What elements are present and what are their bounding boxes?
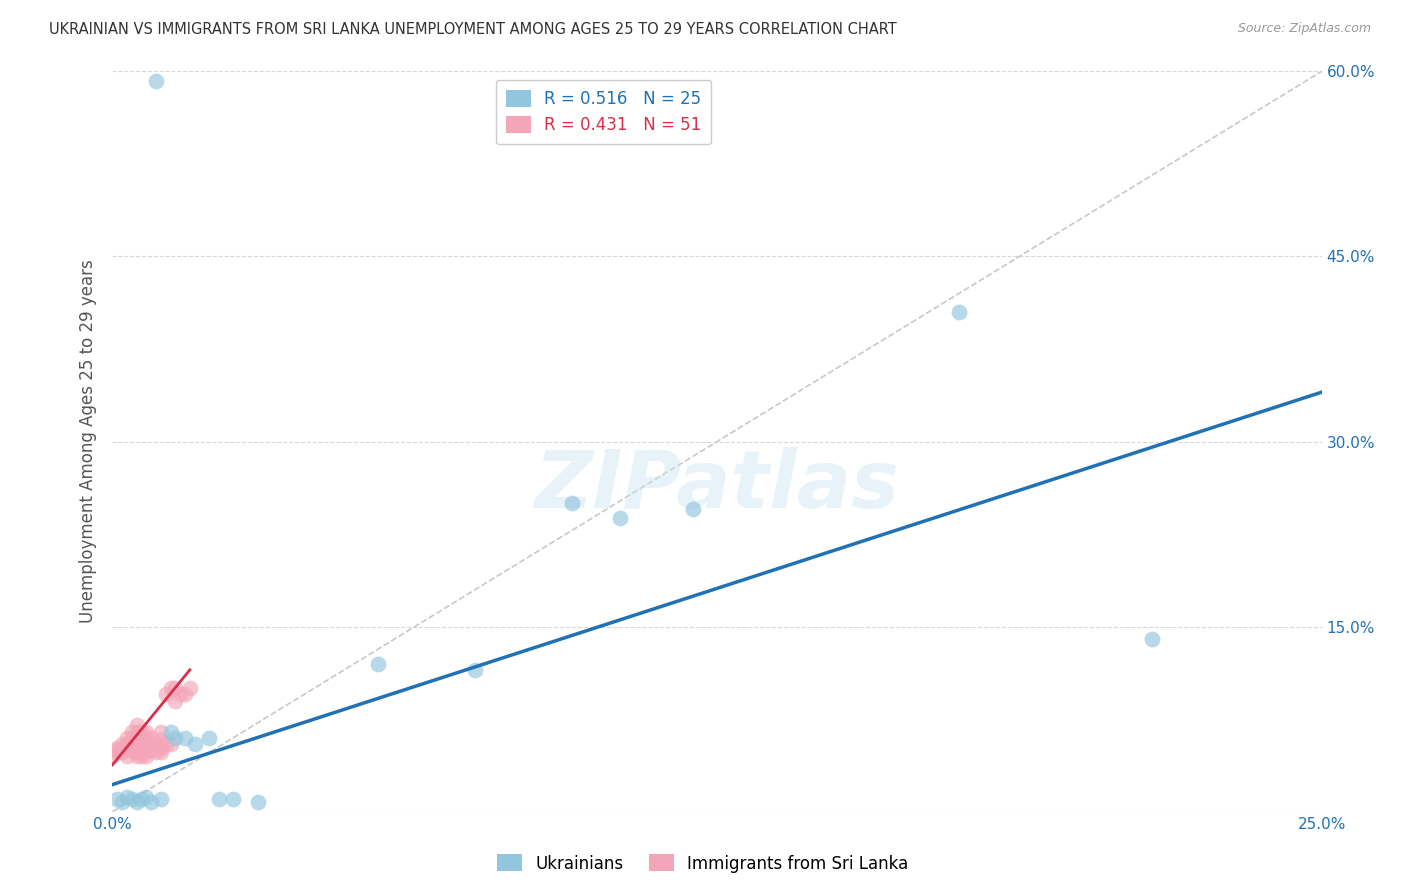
Point bbox=[464, 663, 486, 677]
Point bbox=[367, 657, 389, 671]
Point bbox=[149, 792, 172, 806]
Point bbox=[165, 731, 187, 745]
Point bbox=[149, 740, 172, 755]
Point bbox=[105, 792, 128, 806]
Point bbox=[155, 688, 177, 702]
Point bbox=[125, 731, 148, 745]
Point bbox=[131, 746, 153, 760]
Point bbox=[183, 737, 205, 751]
Y-axis label: Unemployment Among Ages 25 to 29 years: Unemployment Among Ages 25 to 29 years bbox=[79, 260, 97, 624]
Point bbox=[115, 743, 138, 757]
Point bbox=[115, 789, 138, 804]
Point bbox=[121, 792, 143, 806]
Point bbox=[174, 731, 197, 745]
Point bbox=[198, 731, 221, 745]
Point bbox=[155, 737, 177, 751]
Point bbox=[141, 737, 163, 751]
Point bbox=[948, 305, 970, 319]
Point bbox=[125, 749, 148, 764]
Point bbox=[208, 792, 231, 806]
Point bbox=[131, 731, 153, 745]
Point bbox=[561, 496, 583, 510]
Legend: R = 0.516   N = 25, R = 0.431   N = 51: R = 0.516 N = 25, R = 0.431 N = 51 bbox=[496, 79, 711, 145]
Point bbox=[111, 737, 134, 751]
Point bbox=[125, 746, 148, 760]
Point bbox=[121, 731, 143, 745]
Point bbox=[135, 746, 157, 760]
Point bbox=[169, 688, 191, 702]
Point bbox=[159, 724, 181, 739]
Point bbox=[149, 724, 172, 739]
Point bbox=[111, 743, 134, 757]
Point bbox=[101, 749, 124, 764]
Point bbox=[141, 795, 163, 809]
Point bbox=[131, 737, 153, 751]
Point bbox=[1142, 632, 1164, 646]
Point bbox=[111, 795, 134, 809]
Point bbox=[115, 731, 138, 745]
Point bbox=[135, 749, 157, 764]
Point bbox=[135, 731, 157, 745]
Point bbox=[125, 743, 148, 757]
Point bbox=[145, 737, 167, 751]
Point bbox=[125, 737, 148, 751]
Point bbox=[111, 746, 134, 760]
Point bbox=[179, 681, 201, 696]
Text: Source: ZipAtlas.com: Source: ZipAtlas.com bbox=[1237, 22, 1371, 36]
Point bbox=[682, 502, 704, 516]
Point bbox=[121, 737, 143, 751]
Text: ZIPatlas: ZIPatlas bbox=[534, 447, 900, 525]
Point bbox=[149, 733, 172, 747]
Point bbox=[121, 724, 143, 739]
Point bbox=[246, 795, 269, 809]
Point bbox=[115, 749, 138, 764]
Point bbox=[131, 792, 153, 806]
Point bbox=[115, 737, 138, 751]
Point bbox=[222, 792, 245, 806]
Point bbox=[141, 743, 163, 757]
Point bbox=[131, 724, 153, 739]
Point bbox=[609, 511, 631, 525]
Legend: Ukrainians, Immigrants from Sri Lanka: Ukrainians, Immigrants from Sri Lanka bbox=[491, 847, 915, 880]
Point bbox=[159, 681, 181, 696]
Point bbox=[105, 740, 128, 755]
Point bbox=[145, 74, 167, 88]
Point bbox=[141, 731, 163, 745]
Point bbox=[174, 688, 197, 702]
Point bbox=[105, 743, 128, 757]
Point bbox=[125, 718, 148, 732]
Point bbox=[165, 681, 187, 696]
Text: UKRAINIAN VS IMMIGRANTS FROM SRI LANKA UNEMPLOYMENT AMONG AGES 25 TO 29 YEARS CO: UKRAINIAN VS IMMIGRANTS FROM SRI LANKA U… bbox=[49, 22, 897, 37]
Point bbox=[135, 724, 157, 739]
Point bbox=[135, 737, 157, 751]
Point bbox=[125, 795, 148, 809]
Point bbox=[145, 746, 167, 760]
Point bbox=[149, 746, 172, 760]
Point bbox=[121, 743, 143, 757]
Point bbox=[165, 694, 187, 708]
Point bbox=[131, 749, 153, 764]
Point bbox=[125, 724, 148, 739]
Point bbox=[159, 737, 181, 751]
Point bbox=[135, 789, 157, 804]
Point bbox=[105, 746, 128, 760]
Point bbox=[131, 743, 153, 757]
